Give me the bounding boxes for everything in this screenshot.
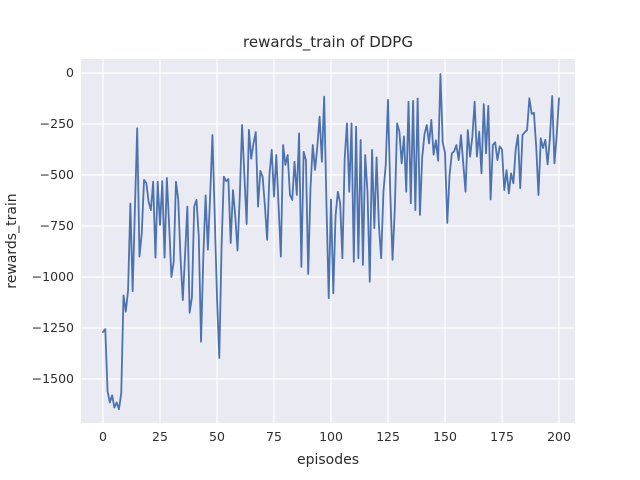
x-tick-label: 175 [490,429,514,444]
x-tick-label: 125 [376,429,400,444]
plot-canvas [81,59,575,423]
x-tick-label: 150 [433,429,457,444]
y-axis-label: rewards_train [4,193,20,289]
x-tick-label: 25 [152,429,168,444]
chart-title: rewards_train of DDPG [243,33,413,51]
y-tick-label: −1500 [31,371,74,386]
y-tick-label: 0 [66,65,74,80]
y-tick-label: −750 [39,218,74,233]
x-tick-label: 50 [209,429,225,444]
x-tick-label: 75 [266,429,282,444]
x-tick-label: 0 [99,429,107,444]
y-tick-label: −1000 [31,269,74,284]
x-axis-label: episodes [296,452,360,468]
x-tick-label: 200 [547,429,571,444]
y-tick-label: −500 [39,167,74,182]
reward-line-series [102,73,560,411]
x-tick-label: 100 [319,429,343,444]
y-tick-label: −1250 [31,320,74,335]
y-tick-label: −250 [39,116,74,131]
plot-area [81,59,575,423]
